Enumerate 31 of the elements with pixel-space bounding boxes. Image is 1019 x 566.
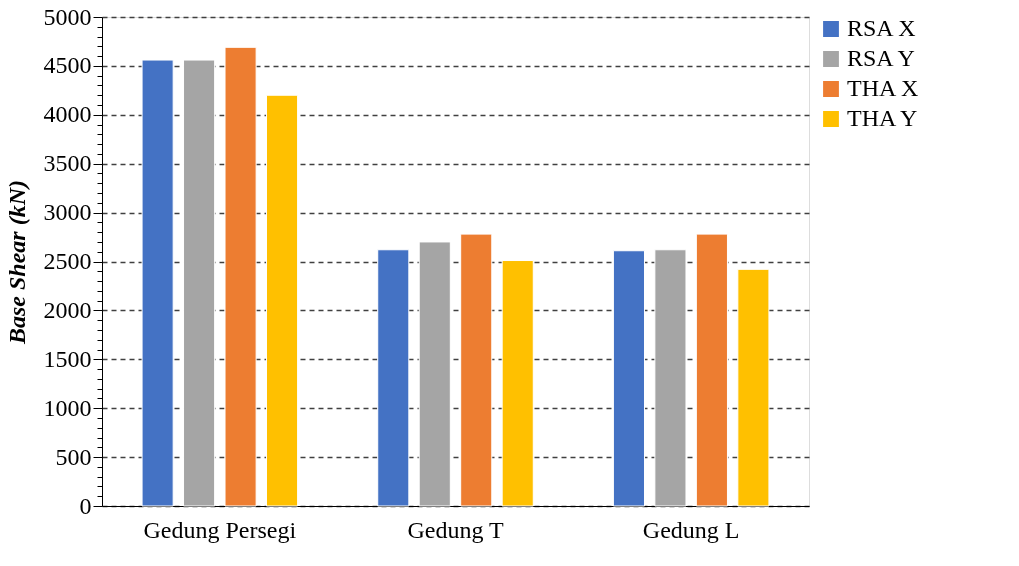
bar bbox=[224, 46, 257, 507]
legend-label: RSA Y bbox=[847, 45, 915, 71]
bar bbox=[183, 59, 216, 507]
y-tick-label: 1500 bbox=[43, 345, 92, 372]
x-tick-label: Gedung Persegi bbox=[143, 516, 297, 543]
bar bbox=[418, 241, 451, 507]
bar bbox=[612, 250, 645, 507]
bar bbox=[141, 59, 174, 507]
y-tick-label: 3500 bbox=[43, 150, 92, 177]
y-tick-label: 2000 bbox=[43, 296, 92, 323]
y-tick-label: 4500 bbox=[43, 52, 92, 79]
x-tick-label: Gedung T bbox=[407, 516, 504, 543]
bar bbox=[460, 233, 493, 507]
y-tick-label: 3000 bbox=[43, 199, 92, 226]
y-tick-label: 500 bbox=[55, 443, 92, 470]
bar bbox=[266, 94, 299, 507]
bar bbox=[695, 233, 728, 507]
bar bbox=[501, 260, 534, 507]
y-tick-label: 1000 bbox=[43, 394, 92, 421]
bar bbox=[654, 249, 687, 507]
legend-label: THA Y bbox=[847, 105, 918, 131]
bar bbox=[737, 268, 770, 507]
legend-label: THA X bbox=[847, 75, 919, 101]
legend-label: RSA X bbox=[847, 15, 916, 41]
y-tick-label: 2500 bbox=[43, 248, 92, 274]
bar bbox=[377, 249, 410, 507]
y-tick-label: 0 bbox=[79, 492, 92, 519]
x-tick-label: Gedung L bbox=[642, 516, 740, 543]
y-tick-label: 5000 bbox=[43, 3, 92, 30]
y-tick-label: 4000 bbox=[43, 101, 92, 128]
y-axis-title: Base Shear (kN) bbox=[3, 179, 30, 346]
